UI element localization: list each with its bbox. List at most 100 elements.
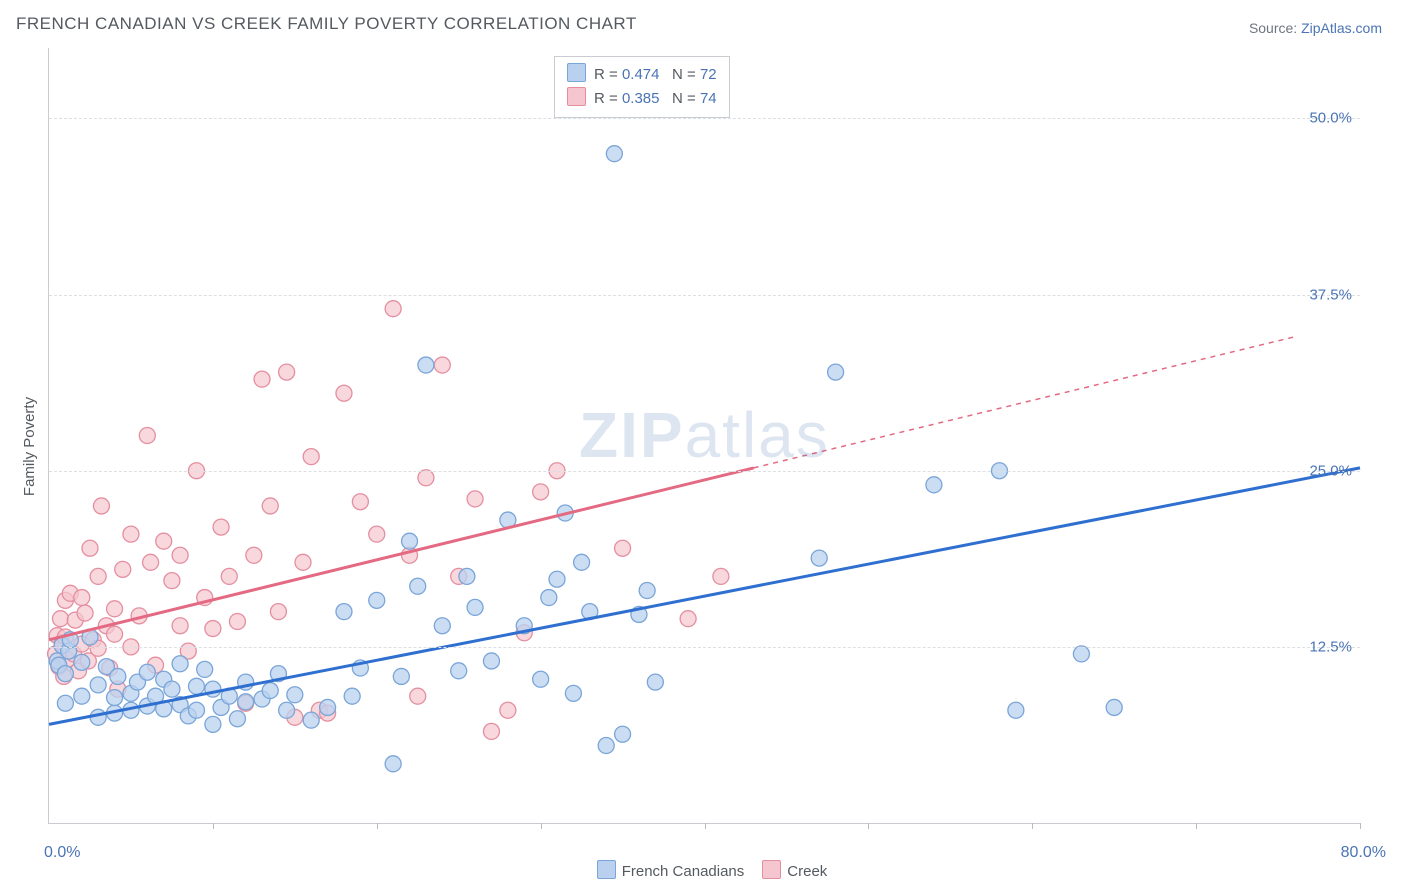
data-point-french_canadians [336,604,352,620]
data-point-creek [107,626,123,642]
x-tick [705,823,706,829]
data-point-french_canadians [1008,702,1024,718]
data-point-french_canadians [606,146,622,162]
data-point-creek [123,526,139,542]
data-point-french_canadians [434,618,450,634]
data-point-creek [143,554,159,570]
data-point-creek [172,618,188,634]
legend-n-value: 72 [700,66,717,83]
data-point-french_canadians [344,688,360,704]
data-point-creek [467,491,483,507]
data-point-french_canadians [393,668,409,684]
data-point-french_canadians [639,583,655,599]
data-point-creek [483,723,499,739]
data-point-french_canadians [279,702,295,718]
data-point-french_canadians [1106,699,1122,715]
data-point-creek [262,498,278,514]
data-point-creek [369,526,385,542]
data-point-french_canadians [1073,646,1089,662]
data-point-french_canadians [287,687,303,703]
x-tick [541,823,542,829]
data-point-french_canadians [483,653,499,669]
data-point-french_canadians [164,681,180,697]
legend-swatch [597,860,616,879]
legend-series-label: French Canadians [622,863,745,880]
data-point-french_canadians [139,664,155,680]
legend-swatch [762,860,781,879]
data-point-french_canadians [238,694,254,710]
data-point-creek [533,484,549,500]
data-point-creek [500,702,516,718]
data-point-french_canadians [172,656,188,672]
y-tick-label: 12.5% [1309,638,1352,655]
trend-line-french_canadians [49,468,1360,724]
data-point-french_canadians [615,726,631,742]
x-tick [377,823,378,829]
data-point-french_canadians [188,678,204,694]
data-point-creek [254,371,270,387]
x-tick [1032,823,1033,829]
data-point-creek [336,385,352,401]
data-point-french_canadians [811,550,827,566]
data-point-french_canadians [828,364,844,380]
data-point-creek [213,519,229,535]
gridline [49,647,1360,648]
data-point-creek [270,604,286,620]
data-point-french_canadians [385,756,401,772]
data-point-french_canadians [262,683,278,699]
plot-svg [49,48,1360,823]
x-tick [213,823,214,829]
legend-swatch [567,87,586,106]
data-point-french_canadians [565,685,581,701]
data-point-creek [352,494,368,510]
data-point-french_canadians [229,711,245,727]
source-value: ZipAtlas.com [1301,20,1382,36]
data-point-french_canadians [320,699,336,715]
x-tick [868,823,869,829]
legend-r-value: 0.385 [622,90,660,107]
data-point-french_canadians [926,477,942,493]
data-point-creek [139,428,155,444]
data-point-creek [410,688,426,704]
data-point-creek [52,611,68,627]
data-point-french_canadians [647,674,663,690]
data-point-creek [82,540,98,556]
data-point-french_canadians [57,695,73,711]
data-point-creek [93,498,109,514]
data-point-creek [156,533,172,549]
x-tick [1196,823,1197,829]
data-point-creek [205,621,221,637]
legend-r-value: 0.474 [622,66,660,83]
data-point-creek [221,568,237,584]
trend-line-creek-extrapolated [754,337,1295,468]
data-point-creek [418,470,434,486]
data-point-french_canadians [574,554,590,570]
data-point-french_canadians [107,690,123,706]
data-point-creek [279,364,295,380]
data-point-french_canadians [74,654,90,670]
legend-r-label: R = [594,90,622,107]
legend-n-label: N = [672,66,700,83]
data-point-french_canadians [451,663,467,679]
series-legend: French CanadiansCreek [0,860,1406,880]
source-attribution: Source: ZipAtlas.com [1249,20,1382,36]
data-point-creek [115,561,131,577]
gridline [49,295,1360,296]
data-point-creek [107,601,123,617]
data-point-creek [172,547,188,563]
data-point-french_canadians [549,571,565,587]
data-point-french_canadians [402,533,418,549]
data-point-creek [229,614,245,630]
data-point-french_canadians [467,599,483,615]
data-point-creek [90,568,106,584]
x-tick [1360,823,1361,829]
trend-line-creek [49,468,754,640]
gridline [49,118,1360,119]
data-point-french_canadians [369,592,385,608]
data-point-creek [295,554,311,570]
data-point-creek [303,449,319,465]
y-tick-label: 50.0% [1309,110,1352,127]
legend-row: R = 0.385 N = 74 [567,87,717,111]
correlation-legend: R = 0.474 N = 72 R = 0.385 N = 74 [554,56,730,118]
legend-n-label: N = [672,90,700,107]
